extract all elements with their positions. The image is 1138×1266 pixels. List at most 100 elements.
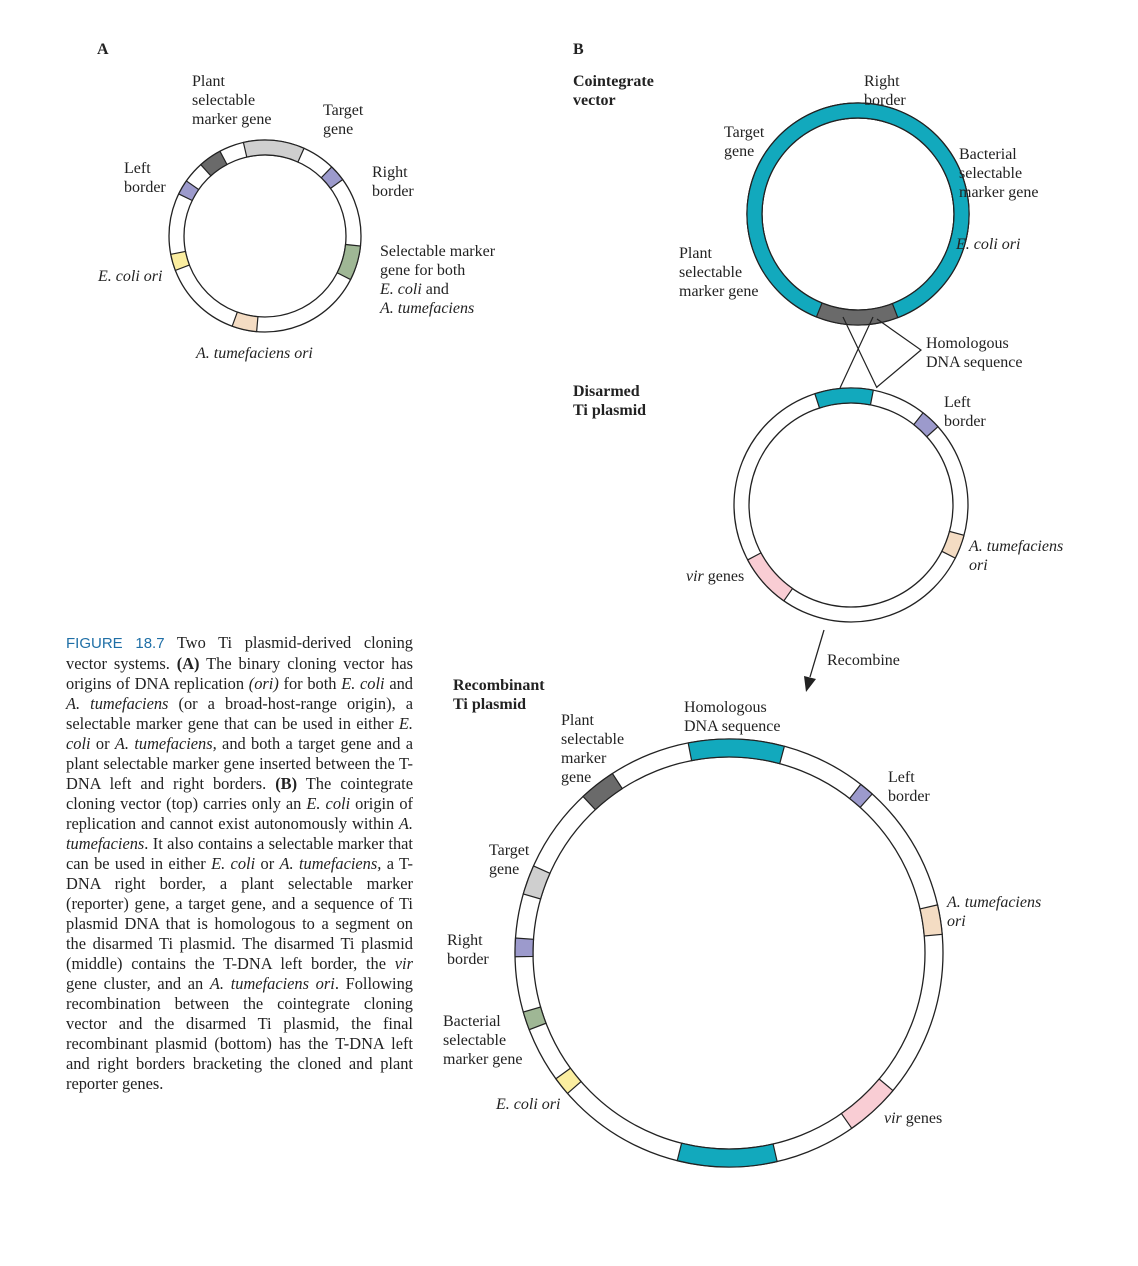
- caption-run: vir: [394, 954, 413, 973]
- segment-plant-marker-gene: [582, 772, 624, 811]
- crossover-line-2: [839, 316, 874, 389]
- label-a-selectable-marker-species: E. coli and A. tumefaciens: [379, 281, 474, 317]
- figure-number: FIGURE 18.7: [66, 635, 165, 652]
- caption-run: a T-DNA right border, a plant selectable…: [66, 854, 414, 973]
- segment-target-gene: [522, 865, 551, 900]
- caption-run: (B): [275, 774, 298, 793]
- caption-run: for both: [278, 674, 342, 693]
- caption-run: (A): [176, 654, 200, 673]
- segment-bacterial-marker-gene: [522, 1006, 547, 1031]
- label-r-left-border: Left border: [888, 769, 930, 805]
- caption-run: or: [255, 854, 280, 873]
- segment-ecoli-ori: [170, 250, 191, 272]
- disarmed-ti-plasmid: [733, 387, 969, 623]
- caption-run: . Following recombination between the co…: [66, 974, 413, 1093]
- label-d-vir-genes: vir genes: [686, 568, 744, 585]
- label-c-right-border: Right border: [864, 73, 906, 109]
- caption-run: (or a broad-host-range origin), a select…: [66, 694, 413, 733]
- segment-vir-genes: [840, 1078, 894, 1130]
- segment-atum-ori: [231, 311, 259, 333]
- caption-run: A. tumefaciens,: [279, 854, 382, 873]
- label-r-vir-genes: vir genes: [884, 1110, 942, 1127]
- caption-run: A. tumefaciens: [66, 694, 169, 713]
- label-r-ecoli-ori: E. coli ori: [495, 1096, 560, 1113]
- label-homologous: Homologous DNA sequence: [926, 335, 1022, 371]
- panel-b-letter: B: [573, 41, 584, 58]
- label-disarmed-title: Disarmed Ti plasmid: [573, 383, 646, 419]
- caption-run: E. coli: [211, 854, 256, 873]
- caption-run: and both a target gene and a plant selec…: [66, 734, 413, 793]
- label-r-bacterial-marker: Bacterial selectable marker gene: [443, 1013, 523, 1068]
- label-a-plant-marker: Plant selectable marker gene: [192, 73, 272, 128]
- caption-run: The cointegrate cloning vector (top) car…: [66, 774, 414, 813]
- caption-run: or: [90, 734, 115, 753]
- segment-selectable-marker-gene: [336, 243, 362, 281]
- panel-b: B Cointegrate vector Right border Target…: [443, 41, 1067, 1168]
- label-a-target-gene: Target gene: [323, 102, 367, 138]
- caption-run: gene cluster, and an: [66, 974, 210, 993]
- label-a-ecoli-ori: E. coli ori: [97, 268, 162, 285]
- segment-homologous-dna: [687, 738, 786, 765]
- panel-a: A Plant selectable marker gene Target ge…: [97, 41, 499, 362]
- label-r-right-border: Right border: [447, 932, 489, 968]
- crossover-lines: [839, 316, 922, 389]
- label-a-selectable-marker: Selectable marker gene for both: [380, 243, 499, 279]
- label-recombine: Recombine: [827, 652, 900, 669]
- caption-run: E. coli: [306, 794, 351, 813]
- label-c-ecoli-ori: E. coli ori: [955, 236, 1020, 253]
- figure-caption: FIGURE 18.7 Two Ti plasmid-derived cloni…: [66, 633, 413, 1094]
- caption-run: . It also contains a selectable marker t…: [66, 834, 413, 873]
- segment-left-border: [177, 180, 200, 202]
- segment-homologous-dna-2: [676, 1142, 778, 1168]
- caption-run: A. tumefaciens: [66, 814, 413, 853]
- caption-run: The binary cloning vector has origins of…: [66, 654, 414, 693]
- label-c-bacterial-marker: Bacterial selectable marker gene: [959, 146, 1039, 201]
- caption-run: origin of replication and cannot exist a…: [66, 794, 413, 833]
- label-r-plant-marker: Plant selectable marker gene: [561, 712, 628, 786]
- homologous-pointer: [876, 318, 922, 388]
- label-r-homologous: Homologous DNA sequence: [684, 699, 780, 735]
- segment-plant-marker-gene: [199, 150, 228, 177]
- label-c-target-gene: Target gene: [724, 124, 768, 160]
- caption-run: A. tumefaciens ori: [209, 974, 335, 993]
- label-a-left-border: Left border: [124, 160, 166, 196]
- label-d-atum-ori: A. tumefaciens ori: [968, 538, 1067, 574]
- caption-run: A. tumefaciens,: [114, 734, 217, 753]
- caption-run: Two Ti plasmid-derived cloning vector sy…: [66, 633, 414, 673]
- label-r-target-gene: Target gene: [489, 842, 533, 878]
- label-cointegrate-title: Cointegrate vector: [573, 73, 658, 109]
- recombinant-ti-plasmid: [514, 738, 944, 1168]
- segment-right-border: [514, 937, 535, 958]
- segment-left-border: [848, 783, 874, 809]
- binary-vector-plasmid: [168, 139, 362, 333]
- label-a-atum-ori: A. tumefaciens ori: [195, 345, 313, 362]
- segment-left-border: [912, 411, 939, 438]
- caption-run: E. coli: [66, 714, 413, 753]
- segment-atum-ori: [919, 904, 943, 937]
- segment-target-gene: [242, 139, 305, 163]
- segment-homologous-dna: [746, 102, 970, 319]
- label-recombinant-title: Recombinant Ti plasmid: [453, 677, 549, 713]
- label-a-right-border: Right border: [372, 164, 414, 200]
- plasmid-inner-ring: [183, 154, 347, 318]
- segment-homologous-dna: [814, 387, 875, 409]
- segment-ecoli-ori: [555, 1067, 582, 1095]
- crossover-line-1: [842, 316, 878, 389]
- caption-run: E. coli: [341, 674, 385, 693]
- panel-a-letter: A: [97, 41, 109, 58]
- caption-run: and: [384, 674, 413, 693]
- segment-atum-ori: [941, 530, 965, 559]
- recombine-arrow: [804, 629, 825, 692]
- label-d-left-border: Left border: [944, 394, 986, 430]
- caption-run: (ori): [248, 674, 279, 693]
- label-c-plant-marker: Plant selectable marker gene: [679, 245, 759, 300]
- plasmid-inner-ring: [761, 117, 955, 311]
- segment-vir-genes: [746, 552, 794, 602]
- caption-text: Two Ti plasmid-derived cloning vector sy…: [66, 633, 413, 1093]
- plasmid-inner-ring: [748, 402, 954, 608]
- cointegrate-vector-plasmid: [746, 102, 970, 326]
- segment-right-border: [320, 166, 344, 190]
- label-r-atum-ori: A. tumefaciens ori: [946, 894, 1045, 930]
- plasmid-inner-ring: [532, 756, 926, 1150]
